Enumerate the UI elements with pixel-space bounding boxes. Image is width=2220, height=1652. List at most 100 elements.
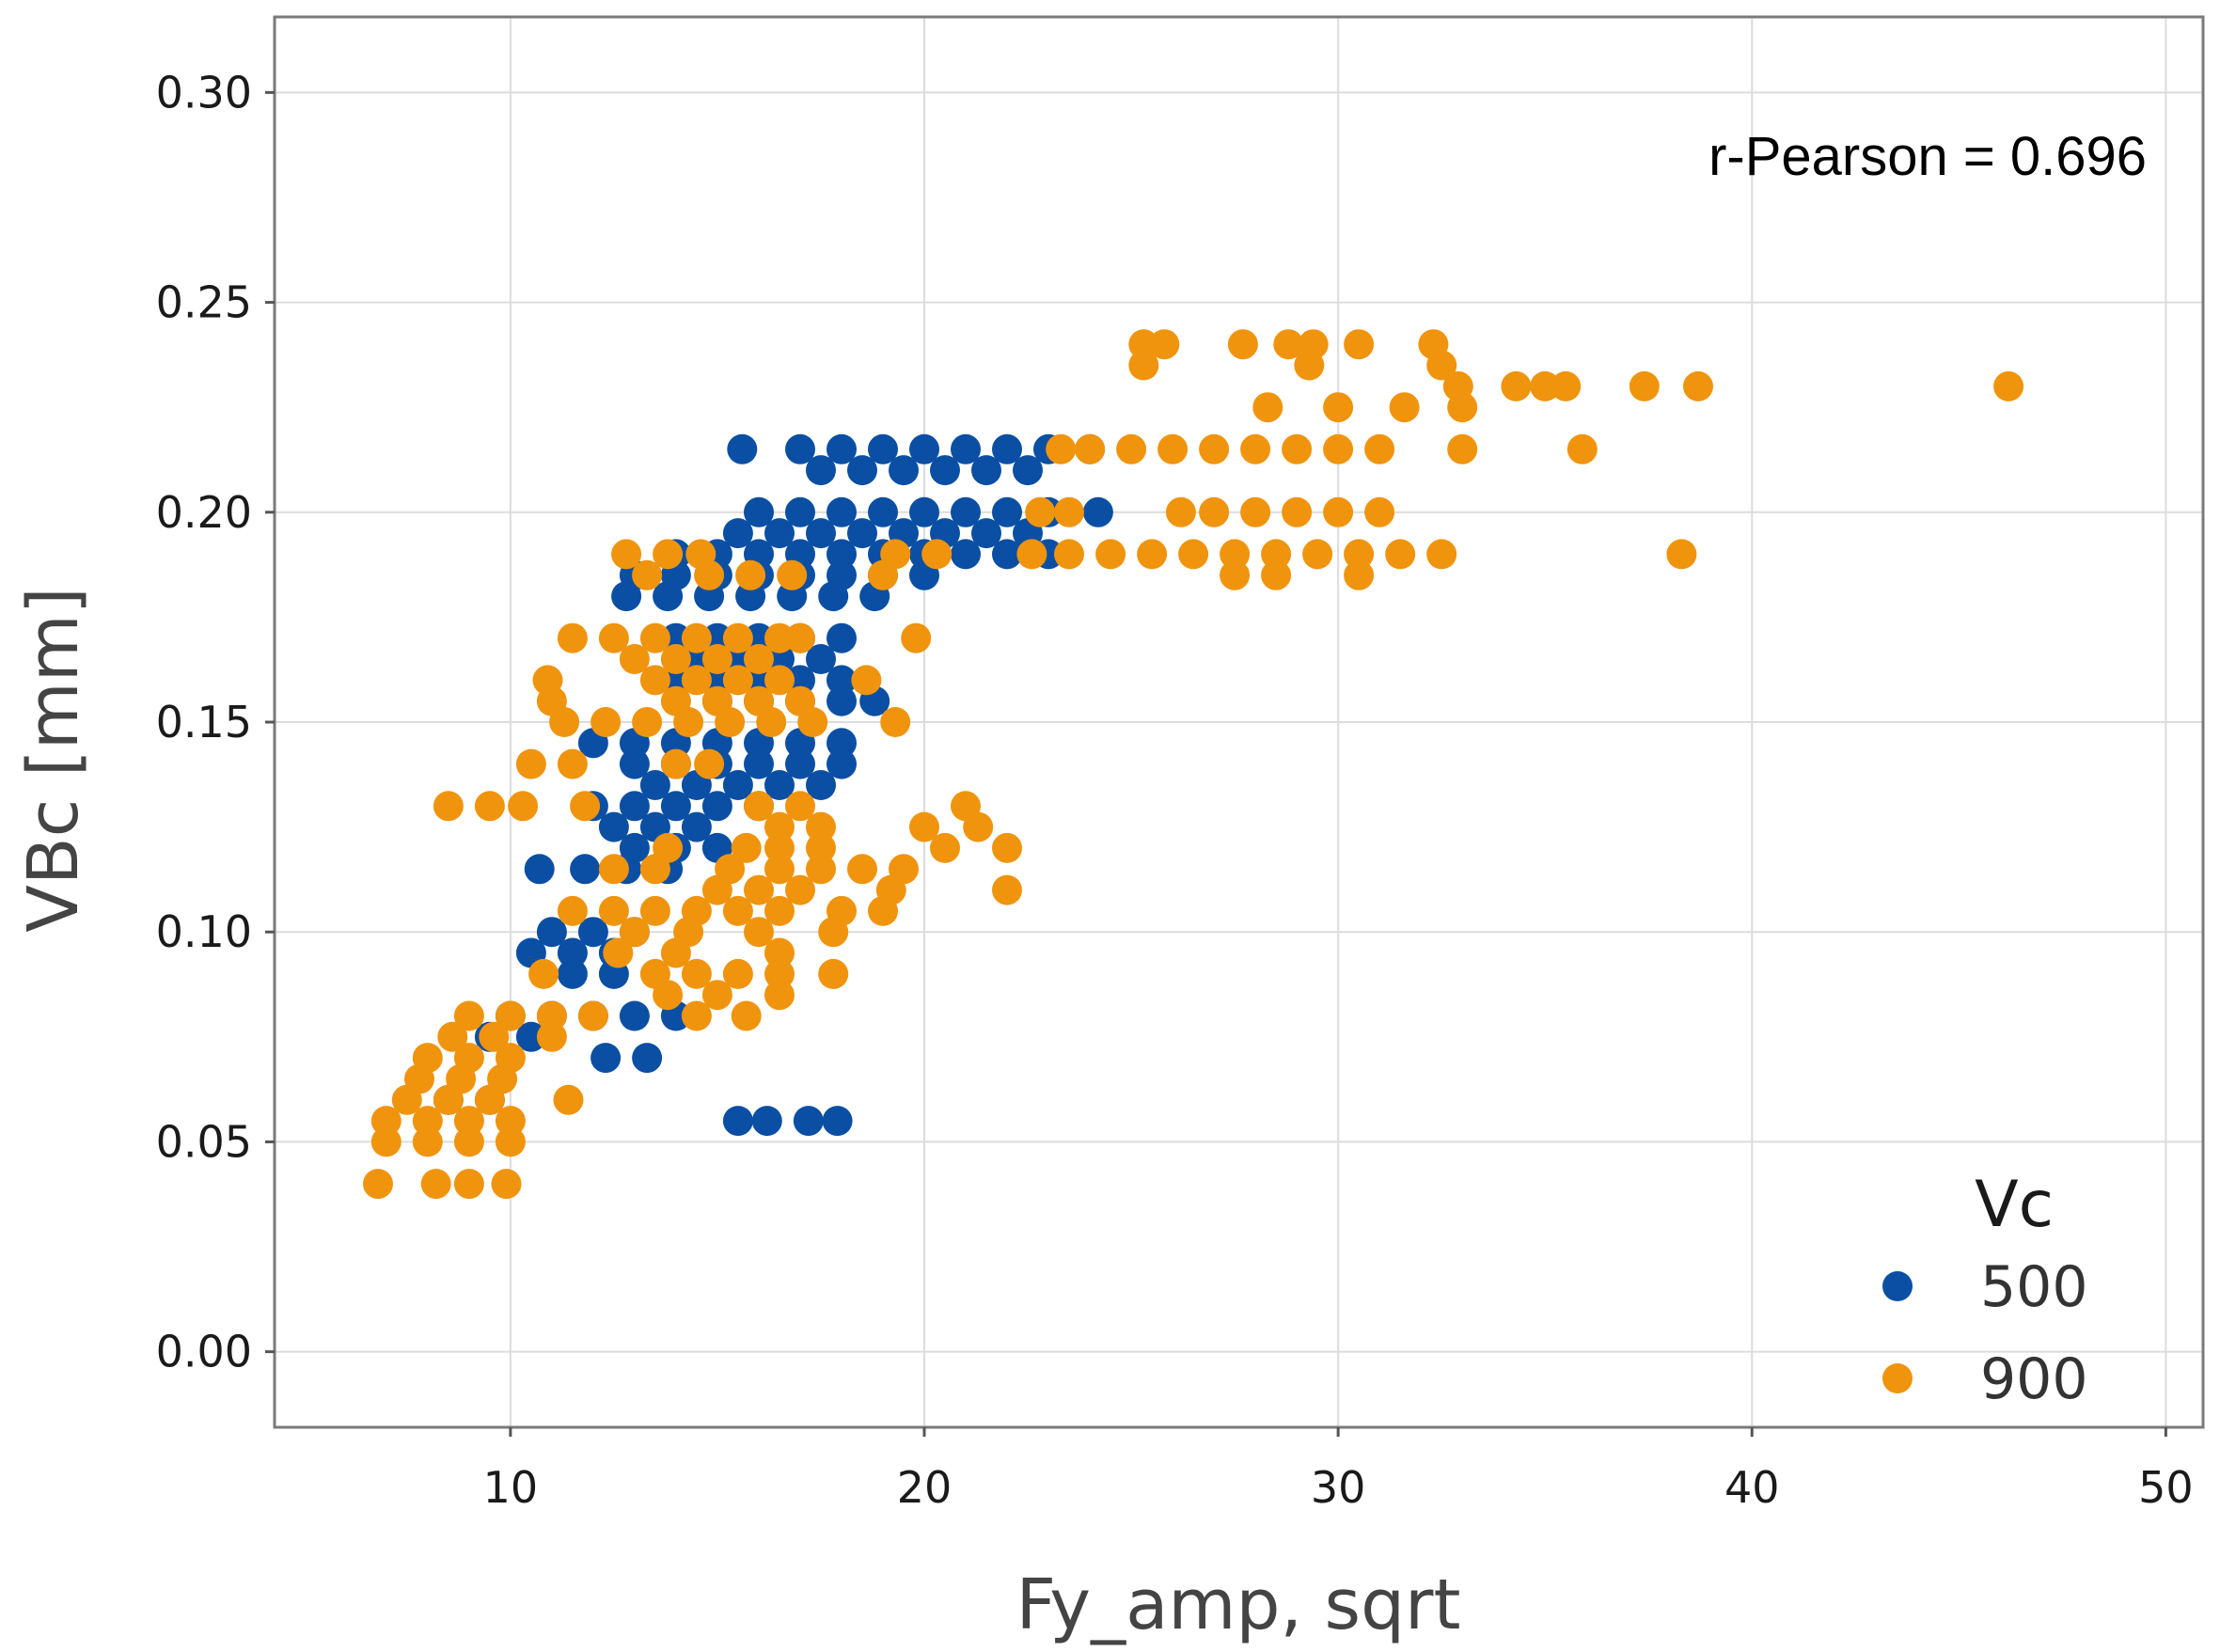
data-point xyxy=(701,874,732,905)
data-point xyxy=(1261,539,1292,570)
data-point xyxy=(951,433,981,464)
data-point xyxy=(632,1043,663,1074)
data-point xyxy=(433,791,464,822)
data-point xyxy=(744,748,774,779)
data-point xyxy=(1046,433,1077,464)
data-point xyxy=(370,1126,401,1157)
data-point xyxy=(951,496,981,527)
data-point xyxy=(727,433,758,464)
data-point xyxy=(806,644,836,674)
data-point xyxy=(797,707,828,737)
data-point xyxy=(1323,496,1354,527)
data-point xyxy=(1116,433,1147,464)
data-point xyxy=(619,748,650,779)
data-point xyxy=(1252,392,1283,423)
data-point xyxy=(632,559,663,590)
data-point xyxy=(963,811,994,842)
data-point xyxy=(363,1169,393,1200)
data-point xyxy=(1054,496,1084,527)
data-point xyxy=(1389,392,1420,423)
data-point xyxy=(1025,496,1056,527)
data-point xyxy=(992,832,1022,863)
data-point xyxy=(971,455,1001,486)
data-point xyxy=(1282,433,1313,464)
data-point xyxy=(1426,539,1457,570)
data-point xyxy=(827,728,857,759)
data-point xyxy=(1016,539,1047,570)
data-point xyxy=(420,1169,451,1200)
data-point xyxy=(1128,350,1159,381)
x-axis-title: Fy_amp, sqrt xyxy=(1016,1565,1461,1645)
data-point xyxy=(1501,370,1532,401)
data-point xyxy=(1294,350,1325,381)
data-point xyxy=(1364,433,1395,464)
data-point xyxy=(577,1000,608,1031)
data-point xyxy=(653,980,684,1011)
data-point xyxy=(1666,539,1697,570)
y-tick-label: 0.20 xyxy=(156,487,252,538)
data-point xyxy=(764,770,795,800)
data-point xyxy=(744,665,774,696)
data-point xyxy=(744,644,774,674)
data-point xyxy=(570,791,601,822)
series-500 xyxy=(433,433,1113,1137)
data-point xyxy=(818,958,849,989)
data-point xyxy=(827,665,857,696)
data-point xyxy=(722,518,753,549)
y-tick-label: 0.15 xyxy=(156,697,252,747)
data-point xyxy=(536,1000,567,1031)
data-point xyxy=(453,1126,484,1157)
data-point xyxy=(557,958,588,989)
data-point xyxy=(901,622,932,653)
data-point xyxy=(756,707,787,737)
data-point xyxy=(479,1021,510,1052)
data-point xyxy=(909,433,939,464)
data-point xyxy=(598,895,629,926)
data-point xyxy=(577,917,608,948)
data-point xyxy=(731,1000,762,1031)
y-tick-label: 0.30 xyxy=(156,67,252,118)
data-point xyxy=(764,811,795,842)
data-point xyxy=(590,707,622,737)
legend-label-500: 500 xyxy=(1980,1254,2088,1320)
data-point xyxy=(1551,370,1582,401)
data-point xyxy=(701,980,732,1011)
data-point xyxy=(453,1000,484,1031)
data-point xyxy=(619,1000,650,1031)
data-point xyxy=(764,518,795,549)
data-point xyxy=(1683,370,1713,401)
data-point xyxy=(722,1106,753,1137)
data-point xyxy=(722,895,753,926)
data-point xyxy=(868,559,898,590)
data-point xyxy=(818,917,849,948)
x-tick-label: 50 xyxy=(2138,1462,2194,1513)
y-tick-label: 0.05 xyxy=(156,1116,252,1167)
data-point xyxy=(536,917,567,948)
data-point xyxy=(1993,370,2024,401)
data-point xyxy=(639,665,670,696)
data-point xyxy=(474,791,505,822)
data-point xyxy=(735,559,766,590)
data-point xyxy=(751,1106,782,1137)
data-point xyxy=(1095,539,1126,570)
y-tick-label: 0.10 xyxy=(156,906,252,957)
data-point xyxy=(1137,539,1168,570)
data-point xyxy=(827,433,857,464)
data-point xyxy=(681,665,712,696)
data-point xyxy=(1013,455,1043,486)
data-point xyxy=(639,770,670,800)
data-point xyxy=(951,539,981,570)
y-axis: 0.00 0.05 0.10 0.15 0.20 0.25 0.30 xyxy=(156,67,275,1377)
data-point xyxy=(701,644,732,674)
data-point xyxy=(1178,539,1209,570)
y-axis-title: VBc [mm] xyxy=(13,587,94,933)
data-point xyxy=(515,748,546,779)
data-point xyxy=(868,433,898,464)
data-point xyxy=(491,1169,522,1200)
data-point xyxy=(1054,539,1084,570)
data-point xyxy=(1344,329,1375,360)
data-point xyxy=(681,1000,712,1031)
x-axis: 10 20 30 40 50 xyxy=(483,1427,2194,1513)
data-point xyxy=(785,665,815,696)
data-point xyxy=(847,854,877,885)
